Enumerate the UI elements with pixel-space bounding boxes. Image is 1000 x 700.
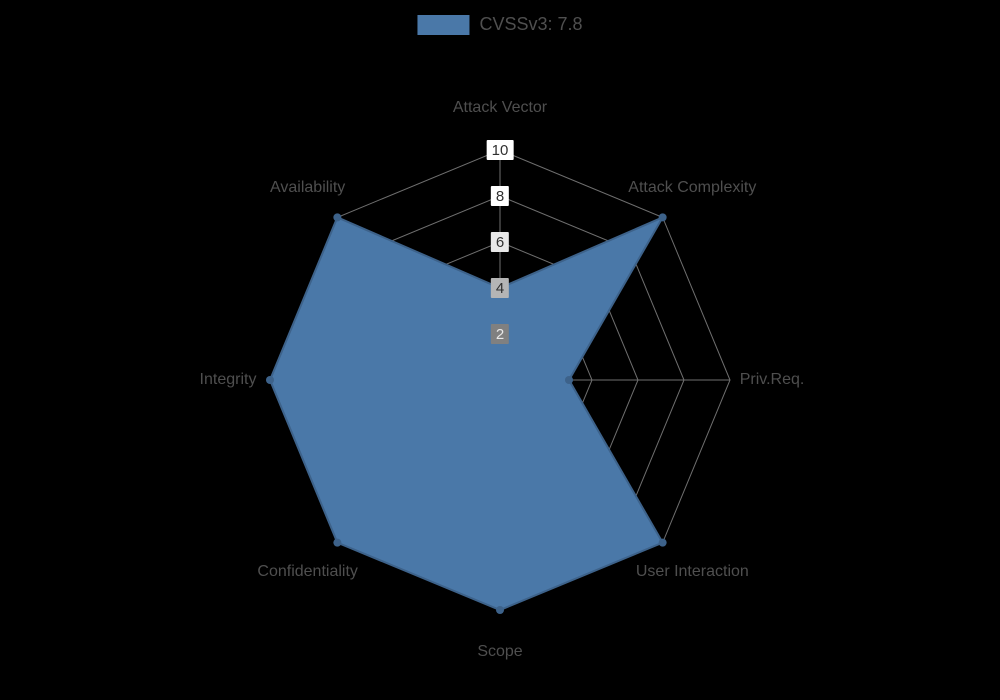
radar-chart-container: CVSSv3: 7.8 Attack Vector Attack Complexi… [0, 0, 1000, 700]
tick-label: 10 [487, 140, 514, 160]
axis-label: Priv.Req. [740, 371, 805, 389]
tick-label: 4 [491, 278, 509, 298]
axis-label: Attack Complexity [628, 179, 756, 197]
legend: CVSSv3: 7.8 [417, 14, 582, 35]
axis-label: Attack Vector [453, 99, 547, 117]
legend-swatch [417, 15, 469, 35]
tick-label: 8 [491, 186, 509, 206]
axis-label: Integrity [200, 371, 257, 389]
axis-label: Availability [270, 179, 345, 197]
tick-label: 6 [491, 232, 509, 252]
axis-label: Confidentiality [257, 563, 358, 581]
axis-label: Scope [477, 643, 522, 661]
axis-label: User Interaction [636, 563, 749, 581]
legend-label: CVSSv3: 7.8 [479, 14, 582, 35]
tick-label: 2 [491, 324, 509, 344]
